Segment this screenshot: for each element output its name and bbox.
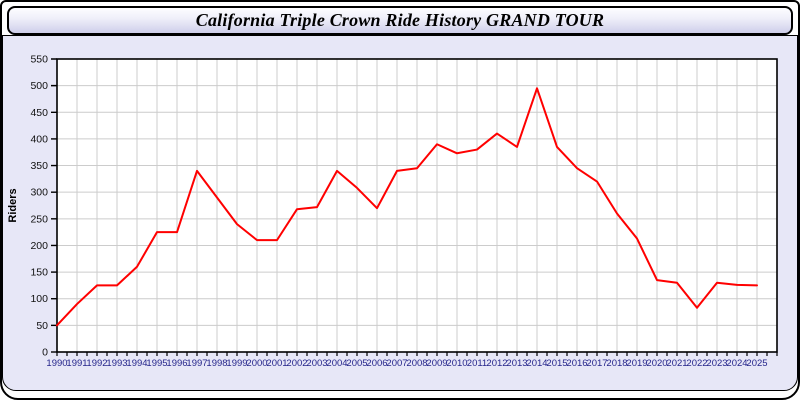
x-axis-tick-label: 1998 [206, 358, 227, 369]
x-axis-tick-label: 2003 [306, 358, 327, 369]
x-axis-tick-label: 2010 [446, 358, 467, 369]
title-bar: California Triple Crown Ride History GRA… [7, 6, 793, 35]
x-axis-tick-label: 2023 [706, 358, 727, 369]
x-axis-tick-label: 2007 [386, 358, 407, 369]
y-axis-tick-label: 550 [30, 54, 48, 66]
data-line-riders [56, 87, 758, 327]
x-axis-tick-label: 2019 [626, 358, 647, 369]
x-axis-tick-label: 2006 [366, 358, 387, 369]
x-axis-tick-label: 2008 [406, 358, 427, 369]
y-axis-tick-label: 450 [30, 107, 48, 119]
x-axis-tick-label: 1990 [46, 358, 67, 369]
y-axis-tick-label: 500 [30, 80, 48, 92]
y-axis-tick-label: 50 [36, 320, 48, 332]
x-axis-tick-label: 1996 [166, 358, 187, 369]
page-title: California Triple Crown Ride History GRA… [195, 10, 605, 30]
x-axis-tick-label: 2022 [686, 358, 707, 369]
x-axis-tick-label: 2000 [246, 358, 267, 369]
x-axis-tick-label: 2021 [666, 358, 687, 369]
x-axis-tick-label: 1991 [66, 358, 87, 369]
x-axis-tick-label: 1992 [86, 358, 107, 369]
x-axis-tick-label: 2009 [426, 358, 447, 369]
y-axis-tick-label: 100 [30, 293, 48, 305]
x-axis-tick-label: 2017 [586, 358, 607, 369]
x-axis-tick-label: 1999 [226, 358, 247, 369]
x-axis-tick-label: 2024 [726, 358, 747, 369]
x-axis-tick-label: 2015 [546, 358, 567, 369]
x-axis-tick-label: 2002 [286, 358, 307, 369]
y-axis-tick-label: 0 [42, 347, 48, 359]
x-axis-tick-label: 2025 [746, 358, 767, 369]
y-axis-tick-label: 400 [30, 133, 48, 145]
x-axis-tick-label: 2001 [266, 358, 287, 369]
x-axis-tick-label: 1994 [126, 358, 147, 369]
x-axis-tick-label: 2004 [326, 358, 347, 369]
x-axis-tick-label: 2011 [467, 358, 487, 369]
y-axis-tick-label: 350 [30, 160, 48, 172]
x-axis-tick-label: 2005 [346, 358, 367, 369]
x-axis-tick-label: 1997 [186, 358, 207, 369]
y-axis-tick-label: 300 [30, 187, 48, 199]
y-axis-title: Riders [7, 188, 19, 222]
y-axis-tick-label: 200 [30, 240, 48, 252]
x-axis-tick-label: 1995 [146, 358, 167, 369]
x-axis-tick-label: 2020 [646, 358, 667, 369]
y-axis-tick-label: 150 [30, 267, 48, 279]
x-axis-tick-label: 2012 [486, 358, 507, 369]
x-axis-tick-label: 1993 [106, 358, 127, 369]
x-axis-tick-label: 2016 [566, 358, 587, 369]
x-axis-tick-label: 2018 [606, 358, 627, 369]
x-axis-tick-label: 2013 [506, 358, 527, 369]
y-axis-tick-label: 250 [30, 213, 48, 225]
x-axis-tick-label: 2014 [526, 358, 547, 369]
